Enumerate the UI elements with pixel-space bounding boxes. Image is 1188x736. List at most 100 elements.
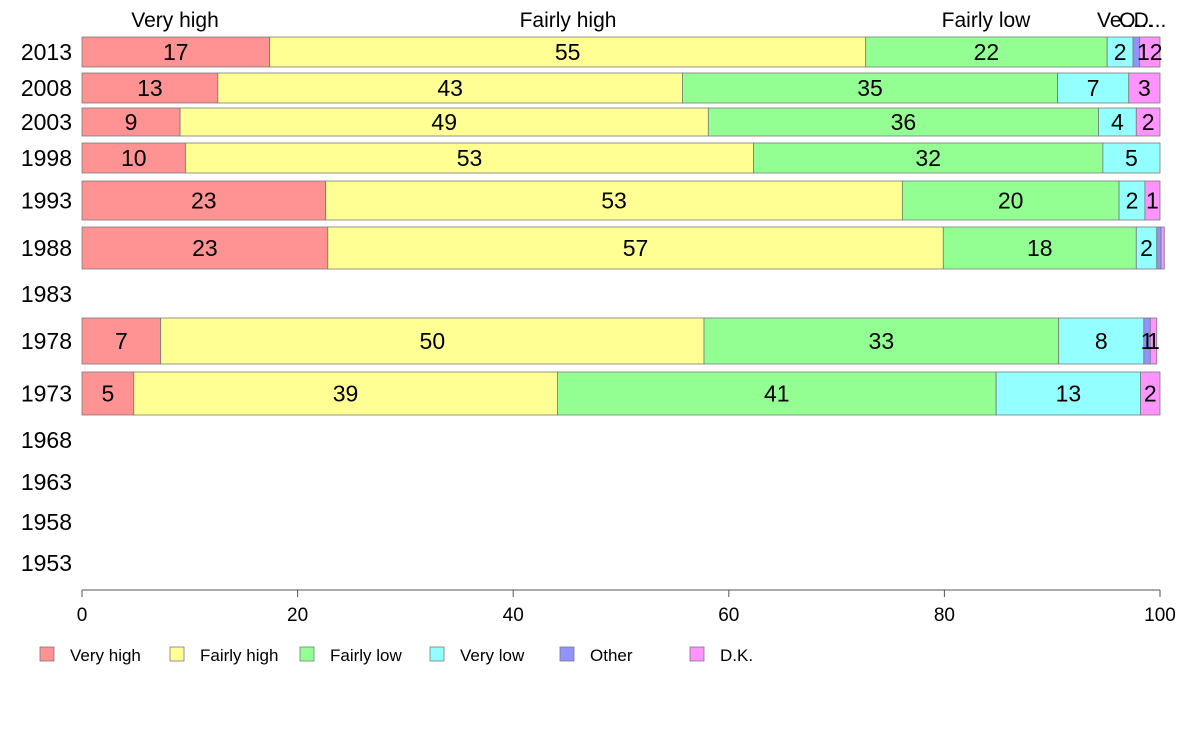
data-label-1973-fairly-low: 41 bbox=[764, 381, 790, 407]
category-label-1958: 1958 bbox=[21, 509, 72, 535]
category-label-1978: 1978 bbox=[21, 328, 72, 354]
bar-segment-2003-fairly-high bbox=[179, 107, 709, 137]
data-label-1988-very-low: 2 bbox=[1140, 235, 1153, 261]
bar-segment-1978-very-high bbox=[81, 317, 162, 365]
bar-segment-1998-very-low bbox=[1102, 142, 1161, 174]
x-tick-label-40: 40 bbox=[503, 605, 524, 626]
bar-segment-1998-very-high bbox=[81, 142, 186, 174]
bar-segment-1993-very-low bbox=[1118, 180, 1146, 221]
data-label-1993-very-high: 23 bbox=[191, 188, 217, 214]
bar-segment-1978-fairly-low bbox=[703, 317, 1060, 365]
data-label-2003-very-high: 9 bbox=[125, 109, 138, 135]
data-label-2003-d-k-: 2 bbox=[1142, 109, 1155, 135]
data-label-2008-very-high: 13 bbox=[137, 75, 163, 101]
data-label-2003-fairly-high: 49 bbox=[431, 109, 457, 135]
category-label-1988: 1988 bbox=[21, 235, 72, 261]
data-label-2008-fairly-high: 43 bbox=[437, 75, 463, 101]
data-label-1993-fairly-low: 20 bbox=[998, 188, 1024, 214]
category-label-1953: 1953 bbox=[21, 550, 72, 576]
bar-segment-1973-d-k- bbox=[1140, 371, 1161, 416]
data-label-1988-very-high: 23 bbox=[192, 235, 218, 261]
x-tick-label-0: 0 bbox=[77, 605, 88, 626]
x-tick-label-20: 20 bbox=[287, 605, 308, 626]
x-tick-label-60: 60 bbox=[718, 605, 739, 626]
bar-segment-1973-very-low bbox=[995, 371, 1141, 416]
x-tick-label-80: 80 bbox=[934, 605, 955, 626]
data-label-2003-very-low: 4 bbox=[1111, 109, 1124, 135]
legend-swatch-fairly-low bbox=[299, 646, 315, 662]
x-axis: 0 20 40 60 80 100 bbox=[77, 589, 1176, 626]
legend-label-very-high: Very high bbox=[70, 646, 141, 665]
data-label-1993-d-k-: 1 bbox=[1146, 188, 1159, 214]
bar-segment-1978-d-k- bbox=[1149, 317, 1158, 365]
data-label-1988-fairly-low: 18 bbox=[1027, 235, 1053, 261]
top-series-label-3: Ve... bbox=[1097, 9, 1139, 32]
top-series-label-2: Fairly low bbox=[942, 9, 1032, 32]
category-label-1998: 1998 bbox=[21, 145, 72, 171]
category-label-2003: 2003 bbox=[21, 109, 72, 135]
data-label-1993-very-low: 2 bbox=[1126, 188, 1139, 214]
bar-segment-2013-d-k- bbox=[1139, 36, 1161, 68]
bar-segment-2003-d-k- bbox=[1135, 107, 1161, 137]
legend: Very high Fairly high Fairly low Very low Ot… bbox=[39, 646, 753, 665]
top-labels-layer: Very high Fairly high Fairly low Ve...O...D… bbox=[131, 9, 1166, 32]
data-label-1973-fairly-high: 39 bbox=[333, 381, 359, 407]
bar-segment-1973-very-high bbox=[81, 371, 135, 416]
bar-segment-1988-d-k- bbox=[1160, 226, 1165, 270]
bars-layer bbox=[81, 36, 1165, 416]
data-label-1998-fairly-low: 32 bbox=[915, 145, 941, 171]
bar-segment-2008-fairly-low bbox=[682, 72, 1058, 104]
bar-segment-2008-d-k- bbox=[1128, 72, 1161, 104]
bar-segment-2003-very-high bbox=[81, 107, 181, 137]
top-series-label-0: Very high bbox=[131, 9, 219, 32]
bar-segment-1978-fairly-high bbox=[160, 317, 705, 365]
data-label-2003-fairly-low: 36 bbox=[891, 109, 917, 135]
bar-segment-2008-fairly-high bbox=[217, 72, 683, 104]
category-label-1968: 1968 bbox=[21, 427, 72, 453]
data-label-1978-very-high: 7 bbox=[115, 328, 128, 354]
legend-label-d-k-: D.K. bbox=[720, 646, 753, 665]
top-series-label-1: Fairly high bbox=[520, 9, 617, 32]
legend-swatch-fairly-high bbox=[169, 646, 185, 662]
legend-swatch-d-k- bbox=[689, 646, 705, 662]
category-label-1973: 1973 bbox=[21, 381, 72, 407]
bar-segment-2013-fairly-high bbox=[269, 36, 867, 68]
data-label-1998-very-high: 10 bbox=[121, 145, 147, 171]
data-label-2013-d-k-: 12 bbox=[1137, 39, 1163, 65]
bar-segment-2003-fairly-low bbox=[707, 107, 1099, 137]
legend-swatch-very-low bbox=[429, 646, 445, 662]
data-label-2008-fairly-low: 35 bbox=[857, 75, 883, 101]
top-series-label-4: O... bbox=[1119, 9, 1153, 32]
data-label-1998-very-low: 5 bbox=[1125, 145, 1138, 171]
bar-segment-1973-fairly-low bbox=[556, 371, 997, 416]
bar-segment-1988-very-high bbox=[81, 226, 329, 270]
data-label-1973-very-high: 5 bbox=[101, 381, 114, 407]
bar-segment-1978-very-low bbox=[1058, 317, 1145, 365]
legend-swatch-other bbox=[559, 646, 575, 662]
data-label-1988-fairly-high: 57 bbox=[623, 235, 649, 261]
bar-segment-1993-d-k- bbox=[1144, 180, 1161, 221]
category-label-1983: 1983 bbox=[21, 281, 72, 307]
data-label-1978-d-k-: 1 bbox=[1147, 328, 1160, 354]
bar-segment-1993-fairly-high bbox=[325, 180, 903, 221]
top-series-label-5: D... bbox=[1134, 9, 1167, 32]
x-tick-label-100: 100 bbox=[1144, 605, 1176, 626]
data-label-1973-d-k-: 2 bbox=[1144, 381, 1157, 407]
bar-segment-2008-very-high bbox=[81, 72, 219, 104]
data-label-2013-fairly-low: 22 bbox=[974, 39, 1000, 65]
category-label-2008: 2008 bbox=[21, 75, 72, 101]
data-label-1978-fairly-low: 33 bbox=[869, 328, 895, 354]
data-label-1973-very-low: 13 bbox=[1056, 381, 1082, 407]
category-label-1963: 1963 bbox=[21, 469, 72, 495]
bar-segment-1988-other bbox=[1156, 226, 1162, 270]
bar-segment-1988-fairly-low bbox=[942, 226, 1137, 270]
legend-label-fairly-low: Fairly low bbox=[330, 646, 403, 665]
data-label-2013-fairly-high: 55 bbox=[555, 39, 581, 65]
bar-segment-2013-fairly-low bbox=[865, 36, 1108, 68]
data-label-1993-fairly-high: 53 bbox=[601, 188, 627, 214]
category-label-2013: 2013 bbox=[21, 39, 72, 65]
legend-swatch-very-high bbox=[39, 646, 55, 662]
data-label-1998-fairly-high: 53 bbox=[457, 145, 483, 171]
